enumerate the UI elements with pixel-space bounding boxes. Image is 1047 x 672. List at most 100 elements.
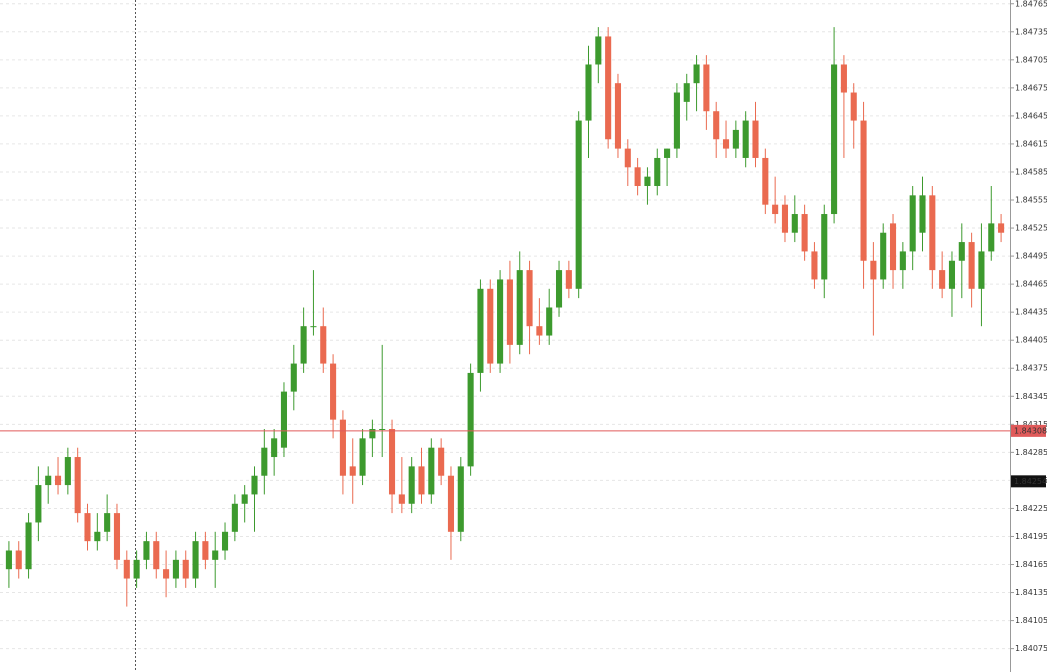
candle-body — [221, 531, 229, 551]
candle-body — [801, 214, 808, 252]
y-tick-label: 1.84405 — [1015, 336, 1047, 345]
candle-body — [536, 326, 543, 336]
candle-body — [182, 559, 189, 579]
candle-body — [369, 428, 376, 439]
candle-body — [575, 120, 582, 289]
y-tick-label: 1.84585 — [1015, 167, 1047, 176]
y-tick-label: 1.84555 — [1015, 196, 1047, 205]
candle-body — [614, 83, 622, 149]
candle-body — [104, 513, 111, 532]
candle-body — [870, 260, 877, 280]
candle-body — [35, 485, 42, 523]
candle-body — [555, 270, 563, 308]
candle-body — [948, 260, 956, 289]
candle-body — [978, 251, 985, 289]
y-tick-label: 1.84495 — [1015, 252, 1047, 261]
candle-body — [850, 92, 857, 121]
price-line-box — [1011, 424, 1046, 437]
candle-body — [5, 550, 12, 570]
candle-body — [172, 559, 179, 579]
candle-body — [457, 466, 464, 532]
y-tick-label: 1.84465 — [1015, 280, 1047, 289]
candle-body — [330, 363, 337, 420]
price-line-label: 1.84308 — [1014, 426, 1047, 435]
price-marker-label: 1.84254 — [1014, 477, 1047, 486]
candle-body — [133, 559, 140, 579]
y-tick-label: 1.84195 — [1015, 532, 1047, 541]
candle-body — [143, 541, 150, 560]
candle-body — [25, 522, 32, 570]
candle-body — [899, 251, 906, 271]
candle-body — [94, 531, 101, 542]
candle-body — [349, 466, 356, 476]
y-tick-label: 1.84525 — [1015, 224, 1047, 233]
price-marker-box — [1011, 475, 1046, 488]
y-tick-label: 1.84285 — [1015, 448, 1047, 457]
candle-body — [939, 270, 946, 289]
candle-body — [467, 372, 474, 467]
candle-body — [64, 457, 71, 486]
y-tick-label: 1.84645 — [1015, 111, 1047, 120]
candle-body — [339, 419, 346, 476]
y-tick-label: 1.84705 — [1015, 55, 1047, 64]
candle-body — [497, 279, 504, 364]
y-tick-label: 1.84165 — [1015, 560, 1047, 569]
candle-body — [683, 83, 690, 102]
candle-body — [624, 148, 631, 168]
candle-body — [84, 513, 91, 542]
candle-body — [280, 391, 288, 448]
candle-body — [644, 176, 651, 186]
candle-body — [546, 307, 553, 336]
candle-body — [438, 447, 445, 476]
candle-body — [880, 232, 887, 280]
candle-body — [388, 428, 396, 495]
candle-body — [241, 494, 248, 504]
candle-body — [487, 288, 494, 364]
candle-body — [398, 494, 405, 504]
candle-body — [595, 36, 602, 65]
candle-body — [762, 157, 769, 205]
candle-body — [840, 64, 847, 93]
candle-body — [732, 129, 739, 149]
candle-body — [605, 36, 612, 140]
y-tick-label: 1.84075 — [1015, 644, 1047, 653]
candle-body — [752, 120, 759, 158]
y-tick-label: 1.84105 — [1015, 616, 1047, 625]
candle-body — [54, 475, 62, 486]
candle-body — [310, 326, 317, 328]
candle-body — [634, 167, 641, 186]
candle-body — [418, 466, 425, 495]
y-tick-label: 1.84435 — [1015, 308, 1047, 317]
candle-body — [889, 223, 897, 271]
candle-body — [821, 214, 828, 280]
candle-body — [153, 541, 160, 570]
candle-body — [909, 195, 916, 252]
candle-body — [673, 92, 680, 149]
candle-body — [15, 550, 22, 570]
candle-body — [998, 223, 1005, 233]
candle-body — [791, 214, 798, 233]
candle-body — [251, 475, 258, 495]
candle-body — [261, 447, 268, 476]
candle-body — [968, 242, 975, 289]
candle-body — [703, 64, 710, 112]
candle-body — [447, 475, 455, 532]
y-tick-label: 1.84675 — [1015, 83, 1047, 92]
y-tick-label: 1.84765 — [1015, 0, 1047, 8]
y-tick-label: 1.84735 — [1015, 27, 1047, 36]
candle-body — [742, 120, 749, 158]
candle-body — [300, 326, 307, 364]
y-tick-label: 1.84225 — [1015, 504, 1047, 513]
candle-body — [192, 541, 199, 579]
y-tick-label: 1.84135 — [1015, 588, 1047, 597]
candle-body — [408, 466, 415, 504]
candle-body — [526, 270, 533, 327]
candle-body — [359, 438, 366, 476]
candle-body — [290, 363, 297, 392]
candle-body — [271, 438, 278, 458]
candle-body — [516, 270, 523, 345]
candle-body — [565, 270, 572, 289]
candle-body — [831, 64, 838, 215]
candle-body — [212, 550, 219, 560]
